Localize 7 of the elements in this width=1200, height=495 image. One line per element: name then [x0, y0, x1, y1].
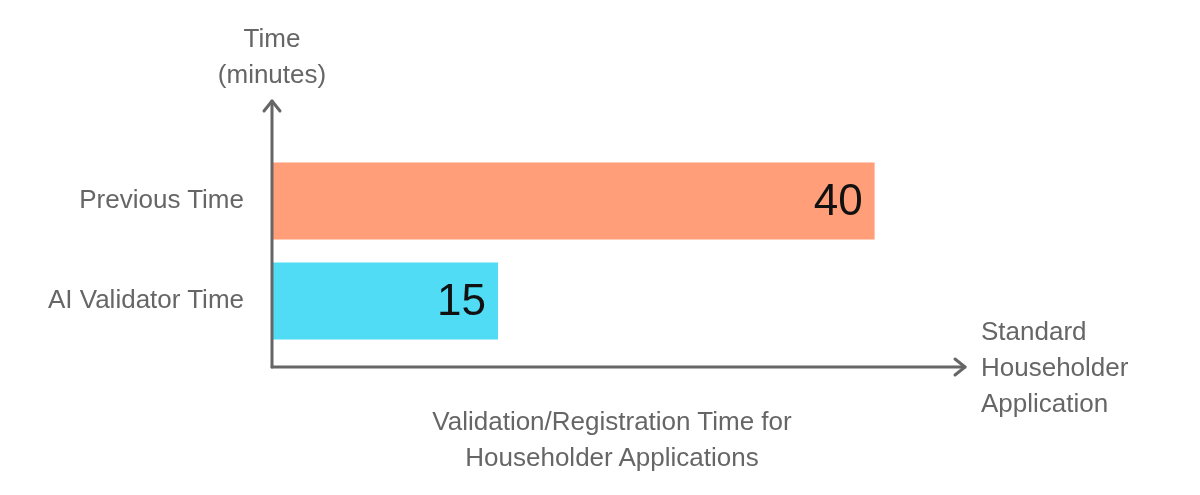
- y-tick-label: AI Validator Time: [47, 284, 244, 315]
- data-label: 15: [437, 275, 486, 325]
- text: Validation/Registration Time for Householder Applications: [431, 405, 793, 474]
- y-tick-label: Previous Time: [79, 184, 244, 215]
- data-label: 40: [813, 175, 863, 225]
- y-axis-title: Time (minutes): [216, 22, 328, 91]
- x-axis-title: Standard Householder Application: [981, 315, 1130, 420]
